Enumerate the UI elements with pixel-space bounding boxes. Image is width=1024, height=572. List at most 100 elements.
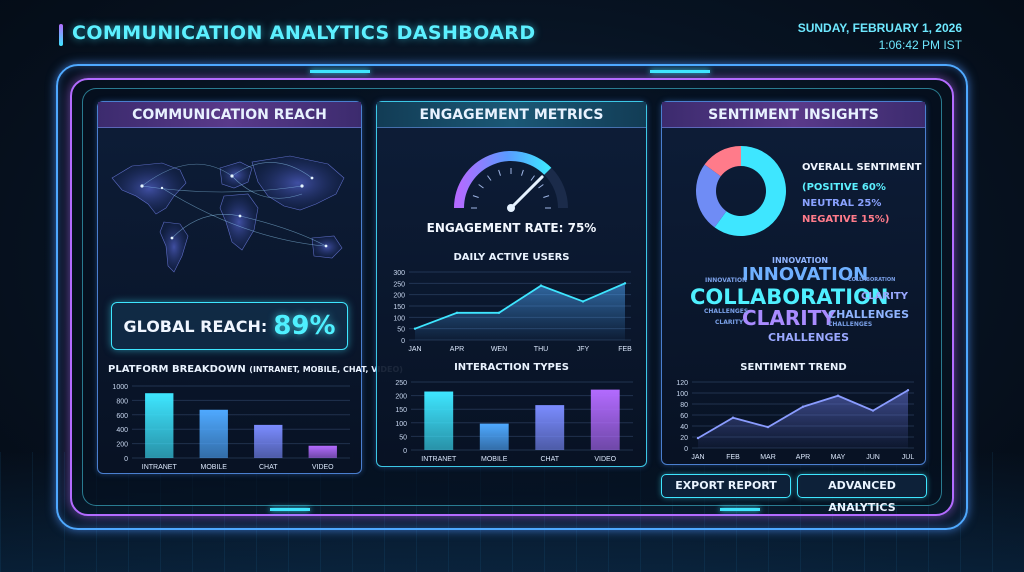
x-tick-label: VIDEO [594, 456, 616, 463]
word-cloud-term: CLARITY [861, 291, 908, 302]
inner-frame [70, 78, 954, 516]
y-tick-label: 50 [397, 327, 405, 334]
gauge-needle [509, 175, 544, 210]
europe-shape [219, 161, 253, 189]
y-tick-label: 120 [676, 380, 688, 387]
panel-title: ENGAGEMENT METRICS [377, 102, 646, 128]
y-tick-label: 50 [399, 434, 407, 441]
x-tick-label: INTRANET [142, 464, 178, 471]
y-tick-label: 200 [116, 442, 128, 449]
bar [254, 424, 283, 458]
data-point [455, 311, 459, 314]
word-cloud-term: CHALLENGES [828, 321, 873, 328]
y-tick-label: 800 [116, 398, 128, 405]
daily-active-users-chart: 0 50 100 150 200 250 300 JAN APR WEN THU JFY FEB [393, 270, 632, 353]
y-tick-label: 300 [393, 270, 405, 277]
data-point [801, 405, 805, 408]
bar [145, 393, 174, 458]
data-point [906, 389, 910, 392]
world-map [111, 155, 345, 273]
word-cloud-term: INNOVATION [772, 256, 829, 265]
y-tick-label: 40 [680, 424, 688, 431]
y-tick-label: 250 [393, 281, 405, 288]
title-accent-bar [59, 24, 63, 46]
overall-sentiment-label: OVERALL SENTIMENT [802, 162, 922, 173]
y-tick-label: 60 [680, 413, 688, 420]
area-fill [415, 283, 625, 340]
engagement-metrics-panel: ENGAGEMENT METRICS ENGAGEMENT RATE: 75% … [376, 101, 647, 467]
date-text: SUNDAY, FEBRUARY 1, 2026 [797, 21, 962, 35]
bar [479, 423, 509, 450]
communication-reach-panel: COMMUNICATION REACH [97, 101, 403, 474]
south-america-shape [159, 221, 189, 273]
x-tick-label: JUN [866, 454, 880, 461]
y-tick-label: 80 [680, 402, 688, 409]
x-tick-label: FEB [618, 346, 632, 353]
y-tick-label: 100 [393, 315, 405, 322]
global-reach-box: GLOBAL REACH: 89% [111, 302, 348, 350]
sentiment-trend-title: SENTIMENT TREND [740, 362, 847, 373]
gauge-hub [507, 204, 515, 212]
sentiment-donut-chart [696, 146, 786, 236]
data-point [696, 436, 700, 440]
advanced-analytics-button[interactable]: ADVANCED ANALYTICS [797, 474, 927, 514]
asia-shape [251, 155, 345, 211]
engagement-rate-text: ENGAGEMENT RATE: 75% [426, 221, 597, 235]
y-tick-label: 0 [403, 448, 407, 455]
word-cloud-term: COLLABORATION [690, 285, 889, 309]
datetime-display: SUNDAY, FEBRUARY 1, 2026 1:06:42 PM IST [798, 20, 962, 54]
data-point [413, 327, 417, 330]
x-tick-label: MOBILE [481, 456, 508, 463]
bar [590, 389, 620, 450]
global-reach-value: 89% [273, 311, 336, 341]
gauge-fill-arc [454, 151, 552, 209]
y-tick-label: 200 [395, 394, 407, 401]
x-tick-label: CHAT [259, 464, 278, 471]
x-tick-label: VIDEO [312, 464, 334, 471]
frame-tick [310, 70, 370, 73]
outer-frame [56, 64, 968, 530]
dau-chart-title: DAILY ACTIVE USERS [453, 252, 570, 263]
y-tick-label: 0 [124, 456, 128, 463]
y-tick-label: 20 [680, 435, 688, 442]
data-point [836, 394, 840, 397]
word-cloud-term: CLARITY [715, 319, 744, 326]
y-tick-label: 0 [401, 338, 405, 345]
word-cloud-term: CHALLENGES [828, 308, 909, 321]
x-tick-label: WEN [491, 346, 507, 353]
platform-chart-title: PLATFORM BREAKDOWN (INTRANET, MOBILE, CH… [108, 364, 403, 375]
y-tick-label: 0 [684, 446, 688, 453]
panel-title: SENTIMENT INSIGHTS [662, 102, 925, 128]
sentiment-trend-chart: 0 20 40 60 80 100 120 JAN FEB MAR APR MAY JUN JUL [676, 380, 914, 461]
bar [535, 405, 565, 450]
data-point [539, 284, 543, 287]
export-report-button[interactable]: EXPORT REPORT [661, 474, 791, 498]
word-cloud-term: CLARITY [742, 306, 836, 330]
word-cloud-term: CHALLENGES [704, 308, 749, 315]
gauge-tick [543, 195, 550, 198]
platform-title-text: PLATFORM BREAKDOWN [108, 364, 246, 375]
africa-shape [219, 193, 259, 251]
x-tick-label: MOBILE [201, 464, 228, 471]
gauge-tick [530, 175, 535, 181]
pie-slice [704, 146, 741, 177]
interaction-types-chart: 0 50 100 150 200 250 INTRANET MOBILE CHAT VIDEO [395, 380, 633, 463]
gauge-tick [538, 184, 544, 189]
frame-tick [720, 508, 760, 511]
y-tick-label: 100 [395, 421, 407, 428]
x-tick-label: FEB [726, 454, 740, 461]
word-cloud-term: INNOVATION [705, 277, 748, 284]
word-cloud-term: COLLABORATION [848, 277, 896, 283]
y-tick-label: 100 [676, 391, 688, 398]
area-fill [698, 390, 908, 448]
bar [199, 409, 228, 458]
x-tick-label: CHAT [540, 456, 559, 463]
x-tick-label: INTRANET [421, 456, 457, 463]
pie-slice [696, 164, 727, 228]
negative-sentiment-text: NEGATIVE 15%) [802, 214, 890, 225]
y-tick-label: 250 [395, 380, 407, 387]
x-tick-label: JAN [408, 346, 421, 353]
x-tick-label: JFY [577, 346, 590, 353]
gauge-tick [478, 184, 484, 189]
sentiment-legend: OVERALL SENTIMENT (POSITIVE 60% NEUTRAL … [802, 160, 921, 228]
